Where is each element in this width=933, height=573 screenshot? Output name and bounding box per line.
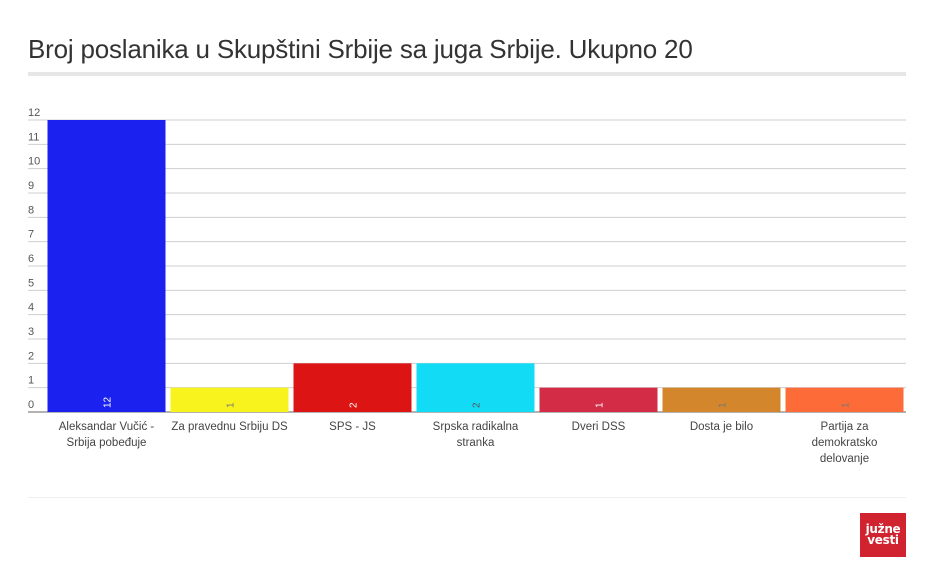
x-tick-label: Partija za demokratsko delovanje (812, 421, 878, 465)
bar (416, 363, 535, 412)
x-tick-label: SPS - JS (329, 421, 376, 433)
bar (662, 387, 781, 412)
data-label: 2 (349, 402, 360, 408)
bars (47, 120, 904, 412)
data-labels: 12 1 2 2 1 1 1 (103, 396, 852, 408)
y-tick-label: 9 (28, 180, 34, 192)
y-tick-label: 7 (28, 229, 34, 241)
y-tick-label: 0 (28, 399, 34, 411)
bar (539, 387, 658, 412)
y-tick-label: 4 (28, 302, 34, 314)
juzne-vesti-logo: južne vesti (860, 513, 906, 557)
y-tick-label: 12 (28, 107, 40, 119)
y-tick-label: 6 (28, 253, 34, 265)
x-tick-label: Za pravednu Srbiju DS (171, 421, 288, 433)
chart-title: Broj poslanika u Skupštini Srbije sa jug… (28, 34, 693, 64)
data-label: 1 (841, 402, 852, 408)
bar (785, 387, 904, 412)
y-tick-label: 1 (28, 375, 34, 387)
x-tick-label: Aleksandar Vučić -Srbija pobeđuje (59, 421, 155, 449)
x-axis-labels: Aleksandar Vučić -Srbija pobeđuje Za prav… (59, 421, 878, 465)
x-tick-label: Dveri DSS (572, 421, 626, 433)
x-tick-label: Srpska radikalna stranka (433, 421, 519, 449)
data-label: 12 (103, 396, 114, 408)
data-label: 1 (595, 402, 606, 408)
y-tick-label: 5 (28, 277, 34, 289)
bar (47, 120, 166, 412)
title-divider (28, 72, 906, 76)
footer-divider (28, 497, 906, 498)
bar (293, 363, 412, 412)
data-label: 1 (226, 402, 237, 408)
data-label: 1 (718, 402, 729, 408)
y-tick-label: 10 (28, 156, 40, 168)
y-tick-label: 2 (28, 350, 34, 362)
x-tick-label: Dosta je bilo (690, 421, 753, 433)
data-label: 2 (472, 402, 483, 408)
y-tick-label: 8 (28, 204, 34, 216)
logo-text-line2: vesti (867, 533, 899, 547)
y-tick-label: 11 (28, 131, 39, 143)
y-tick-label: 3 (28, 326, 34, 338)
logo-text-line1: južne (865, 522, 901, 536)
bar (170, 387, 289, 412)
